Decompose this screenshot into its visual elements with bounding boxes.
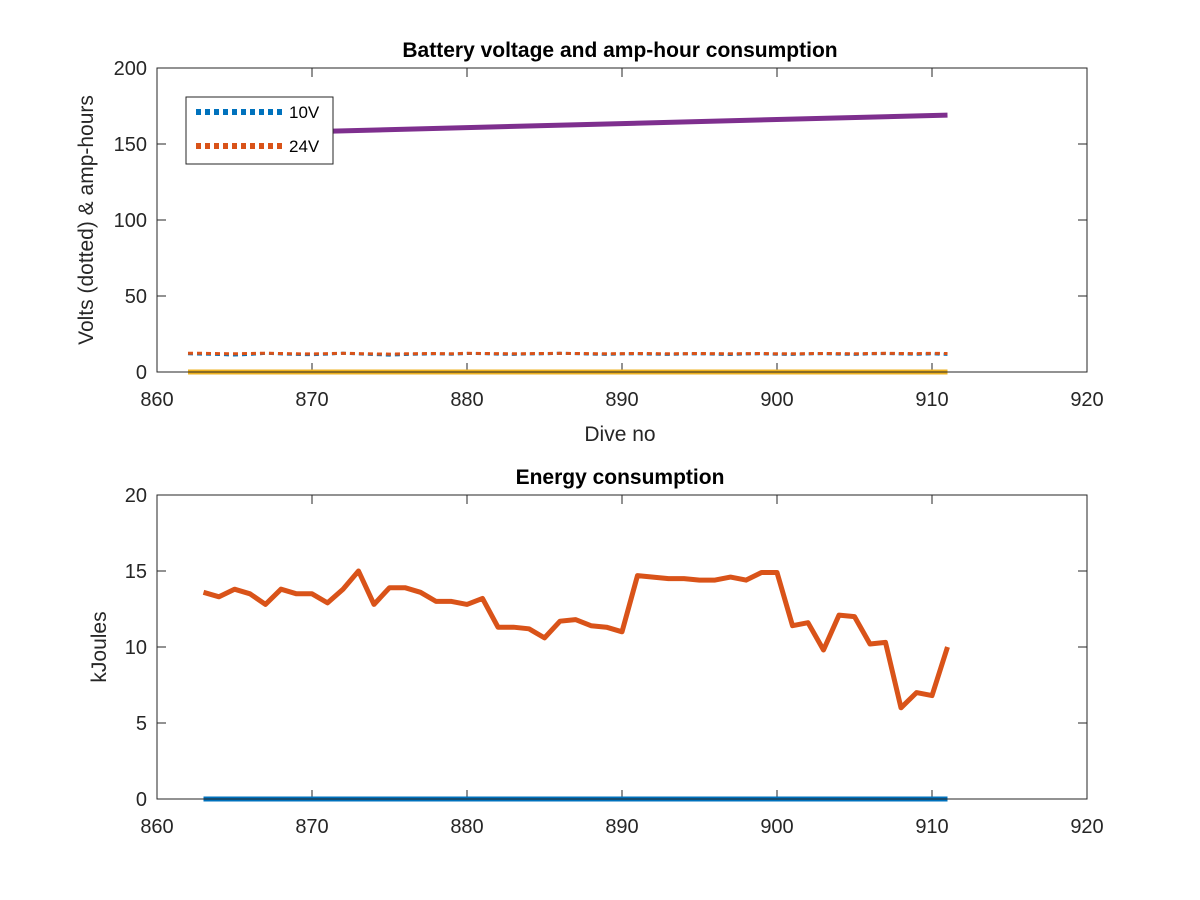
y-tick-label: 200 (114, 58, 147, 80)
y-tick-label: 0 (136, 362, 147, 384)
legend-label-10v: 10V (289, 103, 320, 122)
x-tick-label: 910 (915, 389, 948, 411)
x-tick-label: 870 (295, 816, 328, 838)
y-tick-label: 50 (125, 286, 147, 308)
series-line-1 (202, 568, 950, 711)
tick-labels: 860 870 880 890 900 910 920 0 5 10 15 20 (125, 485, 1104, 838)
plot-area-frame (156, 67, 1088, 373)
x-tick-label: 900 (760, 389, 793, 411)
x-tick-label: 860 (140, 816, 173, 838)
tick-labels: 860 870 880 890 900 910 920 0 50 100 150 200 (114, 58, 1104, 411)
y-axis-label: Volts (dotted) & amp-hours (75, 95, 98, 345)
chart-title: Battery voltage and amp-hour consumption (402, 39, 837, 62)
x-tick-label: 920 (1070, 816, 1103, 838)
y-tick-label: 0 (136, 789, 147, 811)
y-tick-label: 10 (125, 637, 147, 659)
y-tick-label: 150 (114, 134, 147, 156)
legend: 10V 24V (185, 96, 334, 165)
legend-label-24v: 24V (289, 137, 320, 156)
series-line-24v (187, 351, 948, 356)
plot-area-frame (156, 494, 1088, 800)
y-tick-label: 5 (136, 713, 147, 735)
x-tick-label: 880 (450, 816, 483, 838)
x-tick-label: 920 (1070, 389, 1103, 411)
x-tick-label: 910 (915, 816, 948, 838)
x-tick-label: 890 (605, 389, 638, 411)
x-tick-label: 880 (450, 389, 483, 411)
x-tick-label: 900 (760, 816, 793, 838)
y-axis-label: kJoules (88, 611, 111, 682)
x-tick-label: 870 (295, 389, 328, 411)
y-tick-label: 20 (125, 485, 147, 507)
x-tick-label: 860 (140, 389, 173, 411)
x-axis-label: Dive no (584, 423, 655, 446)
y-tick-label: 15 (125, 561, 147, 583)
energy-chart: Energy consumption kJoules 860 870 880 890 9… (88, 466, 1104, 838)
chart-title: Energy consumption (516, 466, 725, 489)
x-tick-label: 890 (605, 816, 638, 838)
voltage-chart: Battery voltage and amp-hour consumption… (75, 39, 1104, 446)
legend-box (185, 96, 334, 165)
y-tick-label: 100 (114, 210, 147, 232)
